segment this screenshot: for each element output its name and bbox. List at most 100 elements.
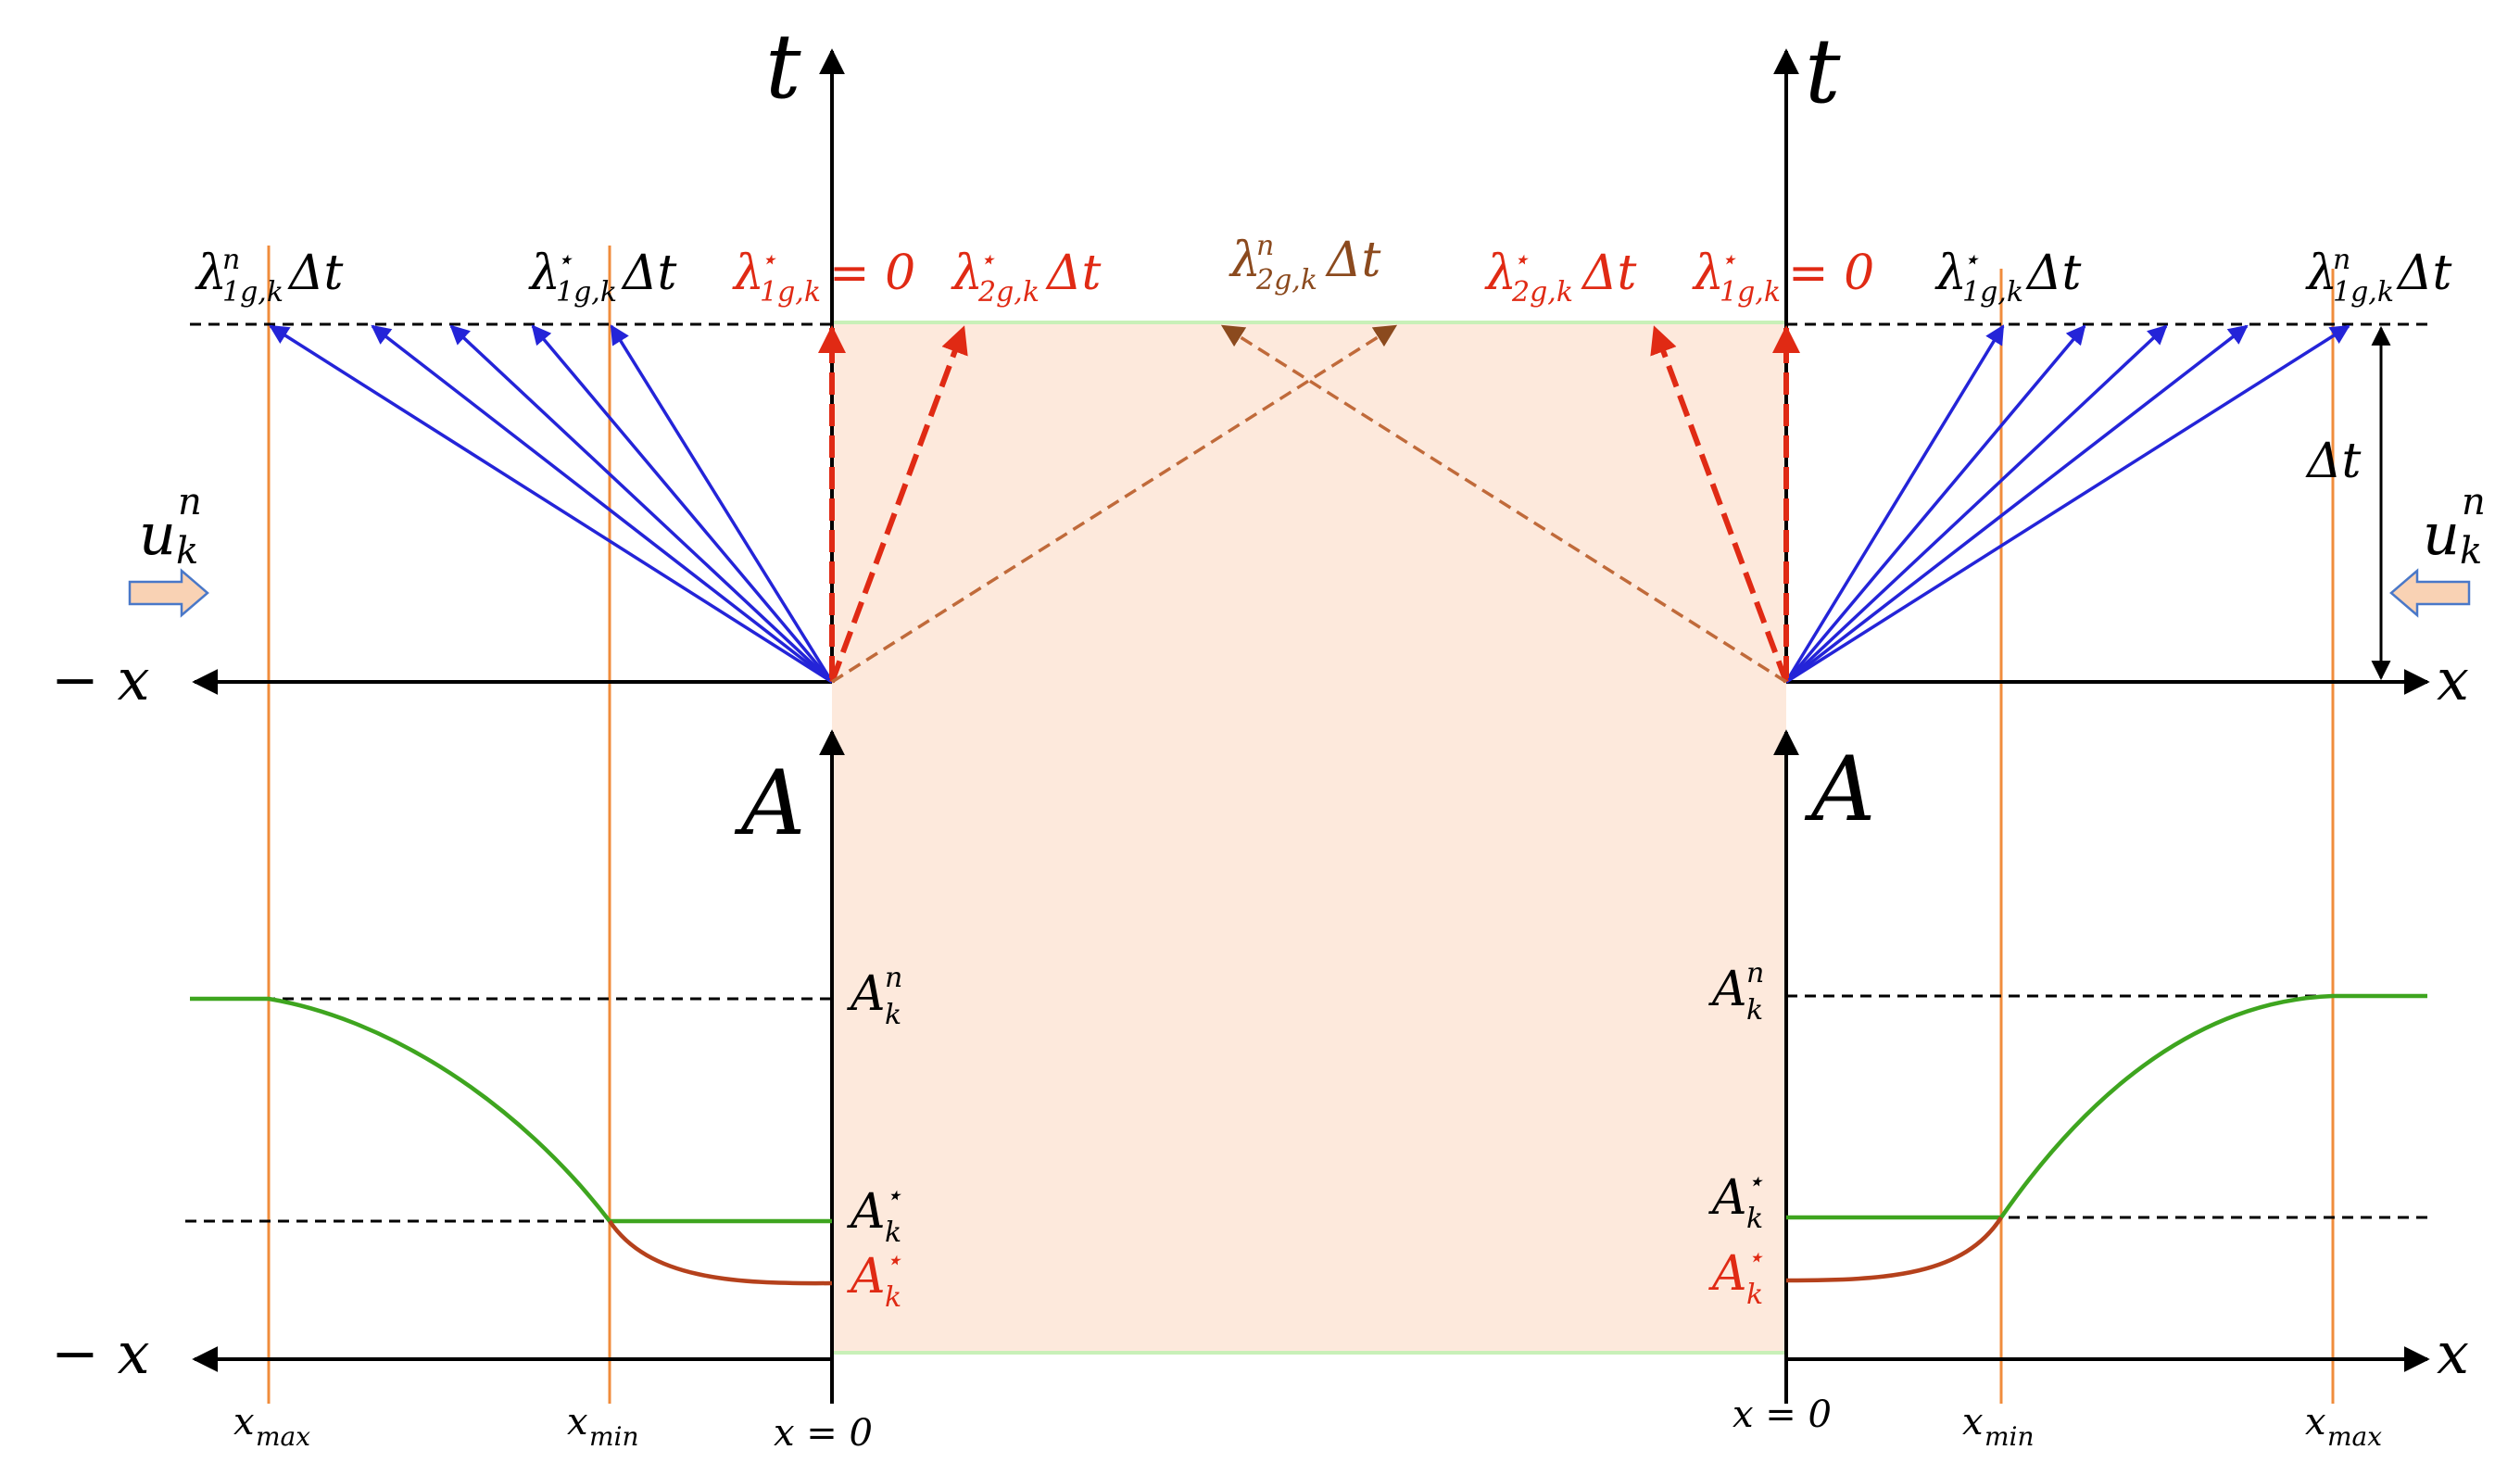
left-lambda2star-label: λ ⋆ 2g,k Δt (951, 244, 1102, 309)
svg-text:k: k (885, 999, 901, 1031)
center-lambda2n-label: λ n 2g,k Δt (1228, 230, 1381, 296)
left-green-profile (190, 996, 832, 1224)
svg-text:λ: λ (1484, 246, 1517, 301)
right-lambda1n-label: λ n 1g,k Δt (2305, 244, 2452, 309)
svg-text:k: k (1746, 1203, 1763, 1235)
svg-text:Δt: Δt (1581, 246, 1637, 301)
svg-text:Δt: Δt (287, 246, 344, 301)
svg-text:k: k (885, 1217, 901, 1249)
left-lambda1star-label: λ ⋆ 1g,k Δt (528, 244, 677, 309)
svg-text:n: n (1256, 230, 1274, 262)
blue-characteristic (531, 324, 834, 684)
svg-text:x: x (2305, 1401, 2326, 1443)
svg-text:2g,k: 2g,k (1255, 264, 1317, 296)
blue-characteristic (449, 324, 834, 684)
right-xmin-label: x min (1962, 1401, 2035, 1452)
svg-text:n: n (885, 962, 902, 994)
svg-text:λ: λ (1934, 246, 1967, 301)
left-arrow-icon (2389, 568, 2471, 618)
blue-characteristic (1784, 324, 2086, 684)
delta-t-label: Δt (2305, 434, 2362, 489)
svg-text:⋆: ⋆ (1962, 244, 1980, 276)
svg-text:A: A (1708, 1246, 1747, 1302)
right-x-label: x (2437, 646, 2469, 713)
svg-text:Δt: Δt (1045, 246, 1102, 301)
svg-text:Δt: Δt (2396, 246, 2452, 301)
left-lambda2n-brown (831, 324, 1398, 684)
left-An-label: A n k (847, 962, 902, 1031)
left-Astar-red-label: A ⋆ k (847, 1244, 902, 1314)
svg-text:⋆: ⋆ (1746, 1166, 1764, 1198)
svg-text:1g,k: 1g,k (222, 276, 284, 309)
blue-characteristic (269, 324, 833, 684)
left-xmax-label: x max (233, 1401, 310, 1452)
blue-characteristic (610, 324, 834, 683)
svg-text:k: k (1746, 1279, 1763, 1311)
blue-characteristic (1784, 324, 2168, 684)
svg-text:⋆: ⋆ (885, 1244, 902, 1277)
svg-text:A: A (847, 1184, 886, 1240)
left-xmin-label: x min (567, 1401, 639, 1452)
svg-text:k: k (2460, 530, 2482, 573)
left-velocity-label: u n k (139, 481, 202, 573)
svg-text:⋆: ⋆ (885, 1179, 902, 1212)
svg-text:A: A (847, 966, 886, 1022)
right-t-axis-label: t (1805, 19, 1841, 123)
svg-text:1g,k: 1g,k (1962, 276, 2023, 309)
svg-text:1g,k: 1g,k (2333, 276, 2394, 309)
right-lambda2n-brown (1220, 324, 1787, 684)
right-green-profile (1786, 993, 2427, 1220)
right-red-profile (1785, 1216, 2003, 1283)
svg-text:⋆: ⋆ (978, 244, 996, 276)
svg-text:1g,k: 1g,k (760, 276, 821, 309)
left-red-profile (608, 1219, 833, 1286)
svg-text:Δt: Δt (621, 246, 677, 301)
svg-text:n: n (178, 481, 202, 523)
svg-text:k: k (176, 530, 198, 573)
left-Astar-black-label: A ⋆ k (847, 1179, 902, 1249)
svg-text:λ: λ (732, 246, 764, 301)
blue-characteristic (371, 324, 834, 684)
svg-text:k: k (1746, 994, 1763, 1027)
right-An-label: A n k (1708, 957, 1764, 1027)
svg-text:n: n (1746, 957, 1764, 990)
svg-text:Δt: Δt (2025, 246, 2082, 301)
svg-text:n: n (222, 244, 240, 276)
svg-text:min: min (1984, 1421, 2035, 1452)
left-neg-x-label: − x (51, 646, 150, 713)
svg-text:λ: λ (1692, 246, 1724, 301)
svg-text:A: A (1708, 1170, 1747, 1226)
svg-text:x: x (567, 1401, 588, 1443)
blue-characteristic (1784, 324, 2249, 684)
right-Astar-black-label: A ⋆ k (1708, 1166, 1764, 1235)
svg-text:= 0: = 0 (1788, 246, 1874, 301)
right-x-label-bottom: x (2437, 1319, 2469, 1387)
svg-text:1g,k: 1g,k (556, 276, 617, 309)
svg-text:Δt: Δt (1325, 233, 1381, 288)
svg-text:λ: λ (1228, 233, 1261, 288)
svg-text:u: u (2423, 500, 2460, 568)
right-A-axis-label: A (1804, 738, 1875, 841)
right-lambda1star-label: λ ⋆ 1g,k Δt (1934, 244, 2082, 309)
svg-text:⋆: ⋆ (1746, 1242, 1764, 1274)
blue-characteristic (1784, 324, 2005, 683)
svg-text:⋆: ⋆ (760, 244, 777, 276)
svg-text:λ: λ (2305, 246, 2337, 301)
svg-text:n: n (2333, 244, 2350, 276)
svg-text:λ: λ (951, 246, 983, 301)
shaded-domain-region (832, 322, 1786, 1353)
svg-text:2g,k: 2g,k (977, 276, 1040, 309)
left-lambda1-zero-label: λ ⋆ 1g,k = 0 (732, 244, 915, 309)
svg-text:λ: λ (195, 246, 227, 301)
left-t-axis-label: t (765, 15, 801, 119)
left-A-axis-label: A (734, 751, 805, 855)
left-lambda1n-label: λ n 1g,k Δt (195, 244, 344, 309)
blue-characteristic (1785, 324, 2350, 684)
svg-text:x: x (1962, 1401, 1984, 1443)
svg-text:u: u (139, 500, 176, 568)
right-velocity-label: u n k (2423, 481, 2486, 573)
right-origin-label: x = 0 (1732, 1393, 1832, 1436)
left-neg-x-label-bottom: − x (51, 1319, 150, 1387)
svg-text:min: min (589, 1421, 639, 1452)
